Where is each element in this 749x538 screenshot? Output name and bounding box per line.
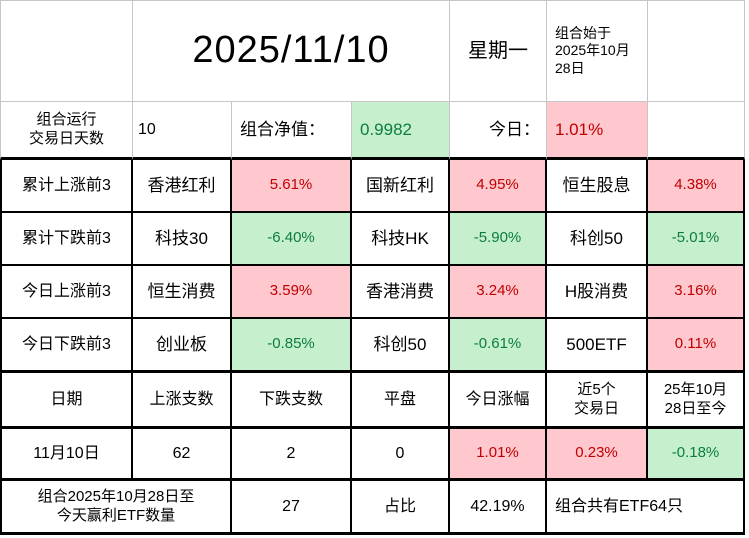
today-label: 今日： bbox=[450, 102, 547, 160]
cell-empty-summary-right bbox=[648, 102, 745, 160]
ratio-label: 占比 bbox=[352, 481, 450, 535]
daily-up-count: 62 bbox=[133, 429, 232, 481]
col-header-recent5: 近5个 交易日 bbox=[547, 373, 648, 429]
daily-date: 11月10日 bbox=[0, 429, 133, 481]
etf-name: 500ETF bbox=[547, 319, 648, 373]
etf-value: 4.38% bbox=[648, 160, 745, 213]
weekday-label: 星期一 bbox=[450, 0, 547, 102]
cell-empty-top-left bbox=[0, 0, 133, 102]
etf-name: 香港红利 bbox=[133, 160, 232, 213]
winning-etf-label: 组合2025年10月28日至 今天赢利ETF数量 bbox=[0, 481, 232, 535]
etf-value: 3.24% bbox=[450, 266, 547, 319]
run-days-value: 10 bbox=[133, 102, 232, 160]
rank-label-cum-gainers: 累计上涨前3 bbox=[0, 160, 133, 213]
etf-name: 科创50 bbox=[352, 319, 450, 373]
nav-value: 0.9982 bbox=[352, 102, 450, 160]
daily-down-count: 2 bbox=[232, 429, 352, 481]
portfolio-start-note: 组合始于 2025年10月 28日 bbox=[547, 0, 648, 102]
etf-name: 科创50 bbox=[547, 213, 648, 266]
col-header-since-start: 25年10月 28日至今 bbox=[648, 373, 745, 429]
col-header-date: 日期 bbox=[0, 373, 133, 429]
etf-name: 恒生股息 bbox=[547, 160, 648, 213]
run-days-label: 组合运行 交易日天数 bbox=[0, 102, 133, 160]
etf-value: 0.11% bbox=[648, 319, 745, 373]
daily-flat-count: 0 bbox=[352, 429, 450, 481]
today-value: 1.01% bbox=[547, 102, 648, 160]
daily-today-change: 1.01% bbox=[450, 429, 547, 481]
daily-since-start-change: -0.18% bbox=[648, 429, 745, 481]
col-header-flat: 平盘 bbox=[352, 373, 450, 429]
rank-label-today-losers: 今日下跌前3 bbox=[0, 319, 133, 373]
etf-value: -5.90% bbox=[450, 213, 547, 266]
etf-name: H股消费 bbox=[547, 266, 648, 319]
etf-value: -0.85% bbox=[232, 319, 352, 373]
etf-value: -5.01% bbox=[648, 213, 745, 266]
col-header-today-change: 今日涨幅 bbox=[450, 373, 547, 429]
etf-value: -0.61% bbox=[450, 319, 547, 373]
report-date-title: 2025/11/10 bbox=[133, 0, 450, 102]
col-header-up-count: 上涨支数 bbox=[133, 373, 232, 429]
total-etf-note: 组合共有ETF64只 bbox=[547, 481, 745, 535]
etf-value: -6.40% bbox=[232, 213, 352, 266]
cell-empty-top-right bbox=[648, 0, 745, 102]
etf-name: 科技30 bbox=[133, 213, 232, 266]
etf-value: 3.16% bbox=[648, 266, 745, 319]
nav-label: 组合净值： bbox=[232, 102, 352, 160]
etf-name: 香港消费 bbox=[352, 266, 450, 319]
col-header-down-count: 下跌支数 bbox=[232, 373, 352, 429]
etf-name: 创业板 bbox=[133, 319, 232, 373]
daily-recent5-change: 0.23% bbox=[547, 429, 648, 481]
rank-label-cum-losers: 累计下跌前3 bbox=[0, 213, 133, 266]
etf-value: 5.61% bbox=[232, 160, 352, 213]
etf-value: 4.95% bbox=[450, 160, 547, 213]
ratio-value: 42.19% bbox=[450, 481, 547, 535]
etf-name: 国新红利 bbox=[352, 160, 450, 213]
etf-name: 恒生消费 bbox=[133, 266, 232, 319]
rank-label-today-gainers: 今日上涨前3 bbox=[0, 266, 133, 319]
etf-value: 3.59% bbox=[232, 266, 352, 319]
etf-name: 科技HK bbox=[352, 213, 450, 266]
winning-etf-count: 27 bbox=[232, 481, 352, 535]
